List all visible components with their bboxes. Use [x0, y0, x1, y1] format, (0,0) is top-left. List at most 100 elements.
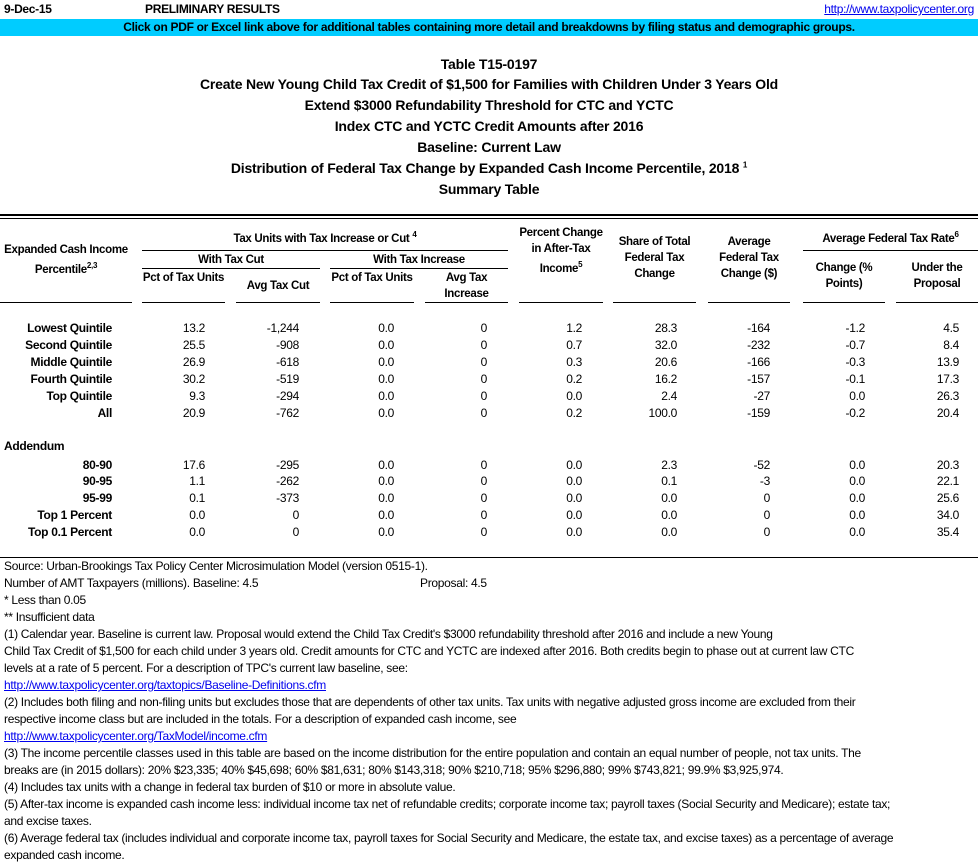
cell-value: 17.6: [182, 458, 205, 472]
cell-value: 0: [480, 372, 488, 386]
cell-value: 0: [763, 491, 771, 505]
cell-value: 0.0: [849, 508, 865, 522]
source-note: Source: Urban-Brookings Tax Policy Cente…: [4, 559, 428, 573]
cell-value: 0.0: [849, 491, 865, 505]
cell-value: -262: [276, 474, 299, 488]
header-with-tax-increase: With Tax Increase: [373, 254, 465, 266]
footnote-5: (5) After-tax income is expanded cash in…: [4, 797, 891, 811]
cell-value: 0: [480, 406, 488, 420]
cell-value: 9.3: [189, 389, 205, 403]
cell-value: 0.0: [566, 525, 582, 539]
cell-value: 25.5: [182, 338, 205, 352]
amt-proposal: Proposal: 4.5: [420, 576, 487, 590]
baseline-line: Baseline: Current Law: [417, 139, 561, 155]
cell-value: 20.6: [654, 355, 677, 369]
cell-value: -232: [747, 338, 770, 352]
cell-value: 30.2: [182, 372, 205, 386]
cell-value: 34.0: [936, 508, 959, 522]
cell-value: 32.0: [654, 338, 677, 352]
addendum-label: Addendum: [4, 439, 65, 453]
header-rule: [236, 302, 320, 303]
cell-value: 35.4: [936, 525, 959, 539]
header-rule: [613, 302, 696, 303]
tpc-site-link[interactable]: http://www.taxpolicycenter.org: [824, 2, 974, 16]
title-line: Extend $3000 Refundability Threshold for…: [304, 97, 674, 113]
row-label: 80-90: [82, 458, 113, 472]
cell-value: -166: [747, 355, 770, 369]
cell-value: 0: [480, 321, 488, 335]
footnote-ref: 6: [954, 230, 959, 239]
baseline-definitions-link[interactable]: http://www.taxpolicycenter.org/taxtopics…: [4, 678, 326, 692]
title-line: Index CTC and YCTC Credit Amounts after …: [334, 118, 644, 134]
cell-value: 0: [763, 525, 771, 539]
cell-value: 22.1: [936, 474, 959, 488]
cell-value: 0.0: [378, 372, 394, 386]
cell-value: 28.3: [654, 321, 677, 335]
cell-value: 26.3: [936, 389, 959, 403]
table-row: 90-95 1.1 -262 0.0 0 0.0 0.1 -3 0.0 22.1: [0, 473, 978, 490]
table-row: Top Quintile 9.3 -294 0.0 0 0.0 2.4 -27 0.0 26.3: [0, 388, 978, 405]
footnote-3: (3) The income percentile classes used i…: [4, 746, 861, 760]
cell-value: -159: [747, 406, 770, 420]
cell-value: -52: [753, 458, 771, 472]
cell-value: -27: [753, 389, 771, 403]
footnote-4: (4) Includes tax units with a change in …: [4, 780, 456, 794]
cell-value: 0.0: [849, 389, 865, 403]
cell-value: 4.5: [943, 321, 959, 335]
cell-value: 0.0: [849, 474, 865, 488]
header-c5: Percent Change in After-Tax Income5: [519, 225, 603, 277]
header-text: Expanded Cash Income Percentile: [4, 244, 128, 276]
row-label: Second Quintile: [25, 338, 112, 352]
cell-value: 1.2: [566, 321, 582, 335]
cell-value: -908: [276, 338, 299, 352]
cell-value: 0.0: [566, 491, 582, 505]
cell-value: -1.2: [845, 321, 866, 335]
cell-value: 0.0: [378, 338, 394, 352]
cell-value: 20.4: [936, 406, 959, 420]
row-label: 95-99: [82, 491, 113, 505]
footnote-ref: 1: [742, 160, 748, 170]
cell-value: 0.0: [378, 389, 394, 403]
table-row: Top 0.1 Percent 0.0 0 0.0 0 0.0 0.0 0 0.0 35.4: [0, 524, 978, 541]
footnote-1: (1) Calendar year. Baseline is current l…: [4, 627, 773, 641]
row-label: Top 0.1 Percent: [28, 525, 112, 539]
header-rule: [142, 250, 508, 251]
table-row: 95-99 0.1 -373 0.0 0 0.0 0.0 0 0.0 25.6: [0, 490, 978, 507]
cell-value: 0: [480, 355, 488, 369]
cell-value: 0: [480, 474, 488, 488]
row-label: Top Quintile: [46, 389, 113, 403]
cell-value: 0.0: [378, 525, 394, 539]
cell-value: -0.3: [845, 355, 866, 369]
table-row: Middle Quintile 26.9 -618 0.0 0 0.3 20.6 -166 -0…: [0, 354, 978, 371]
header-rule: [142, 302, 225, 303]
report-date: 9-Dec-15: [4, 2, 52, 16]
table-row: Second Quintile 25.5 -908 0.0 0 0.7 32.0 -232 -0…: [0, 337, 978, 354]
cell-value: 0: [292, 508, 300, 522]
cell-value: 2.4: [661, 389, 677, 403]
cell-value: -618: [276, 355, 299, 369]
cell-value: 1.1: [189, 474, 205, 488]
cell-value: 0.0: [566, 389, 582, 403]
cell-value: 0: [480, 491, 488, 505]
footnote-ref: 5: [578, 260, 583, 269]
header-c4: Avg Tax Increase: [444, 272, 489, 300]
header-text: Tax Units with Tax Increase or Cut: [233, 232, 410, 245]
footnote-6: (6) Average federal tax (includes indivi…: [4, 831, 894, 845]
header-rule: [803, 250, 978, 251]
cell-value: 0.1: [189, 491, 205, 505]
cell-value: 0.0: [566, 474, 582, 488]
income-definition-link[interactable]: http://www.taxpolicycenter.org/TaxModel/…: [4, 729, 268, 743]
cell-value: 20.3: [936, 458, 959, 472]
row-label: All: [97, 406, 113, 420]
info-banner: Click on PDF or Excel link above for add…: [0, 19, 978, 36]
summary-table-label: Summary Table: [438, 181, 540, 197]
header-group-tax-units: Tax Units with Tax Increase or Cut 4: [142, 227, 508, 247]
cell-value: -3: [759, 474, 770, 488]
title-line: Distribution of Federal Tax Change by Ex…: [0, 160, 978, 176]
cell-value: 0.0: [189, 508, 205, 522]
cell-value: -294: [276, 389, 299, 403]
cell-value: 0.7: [566, 338, 582, 352]
cell-value: 0: [480, 525, 488, 539]
cell-value: 0: [480, 508, 488, 522]
